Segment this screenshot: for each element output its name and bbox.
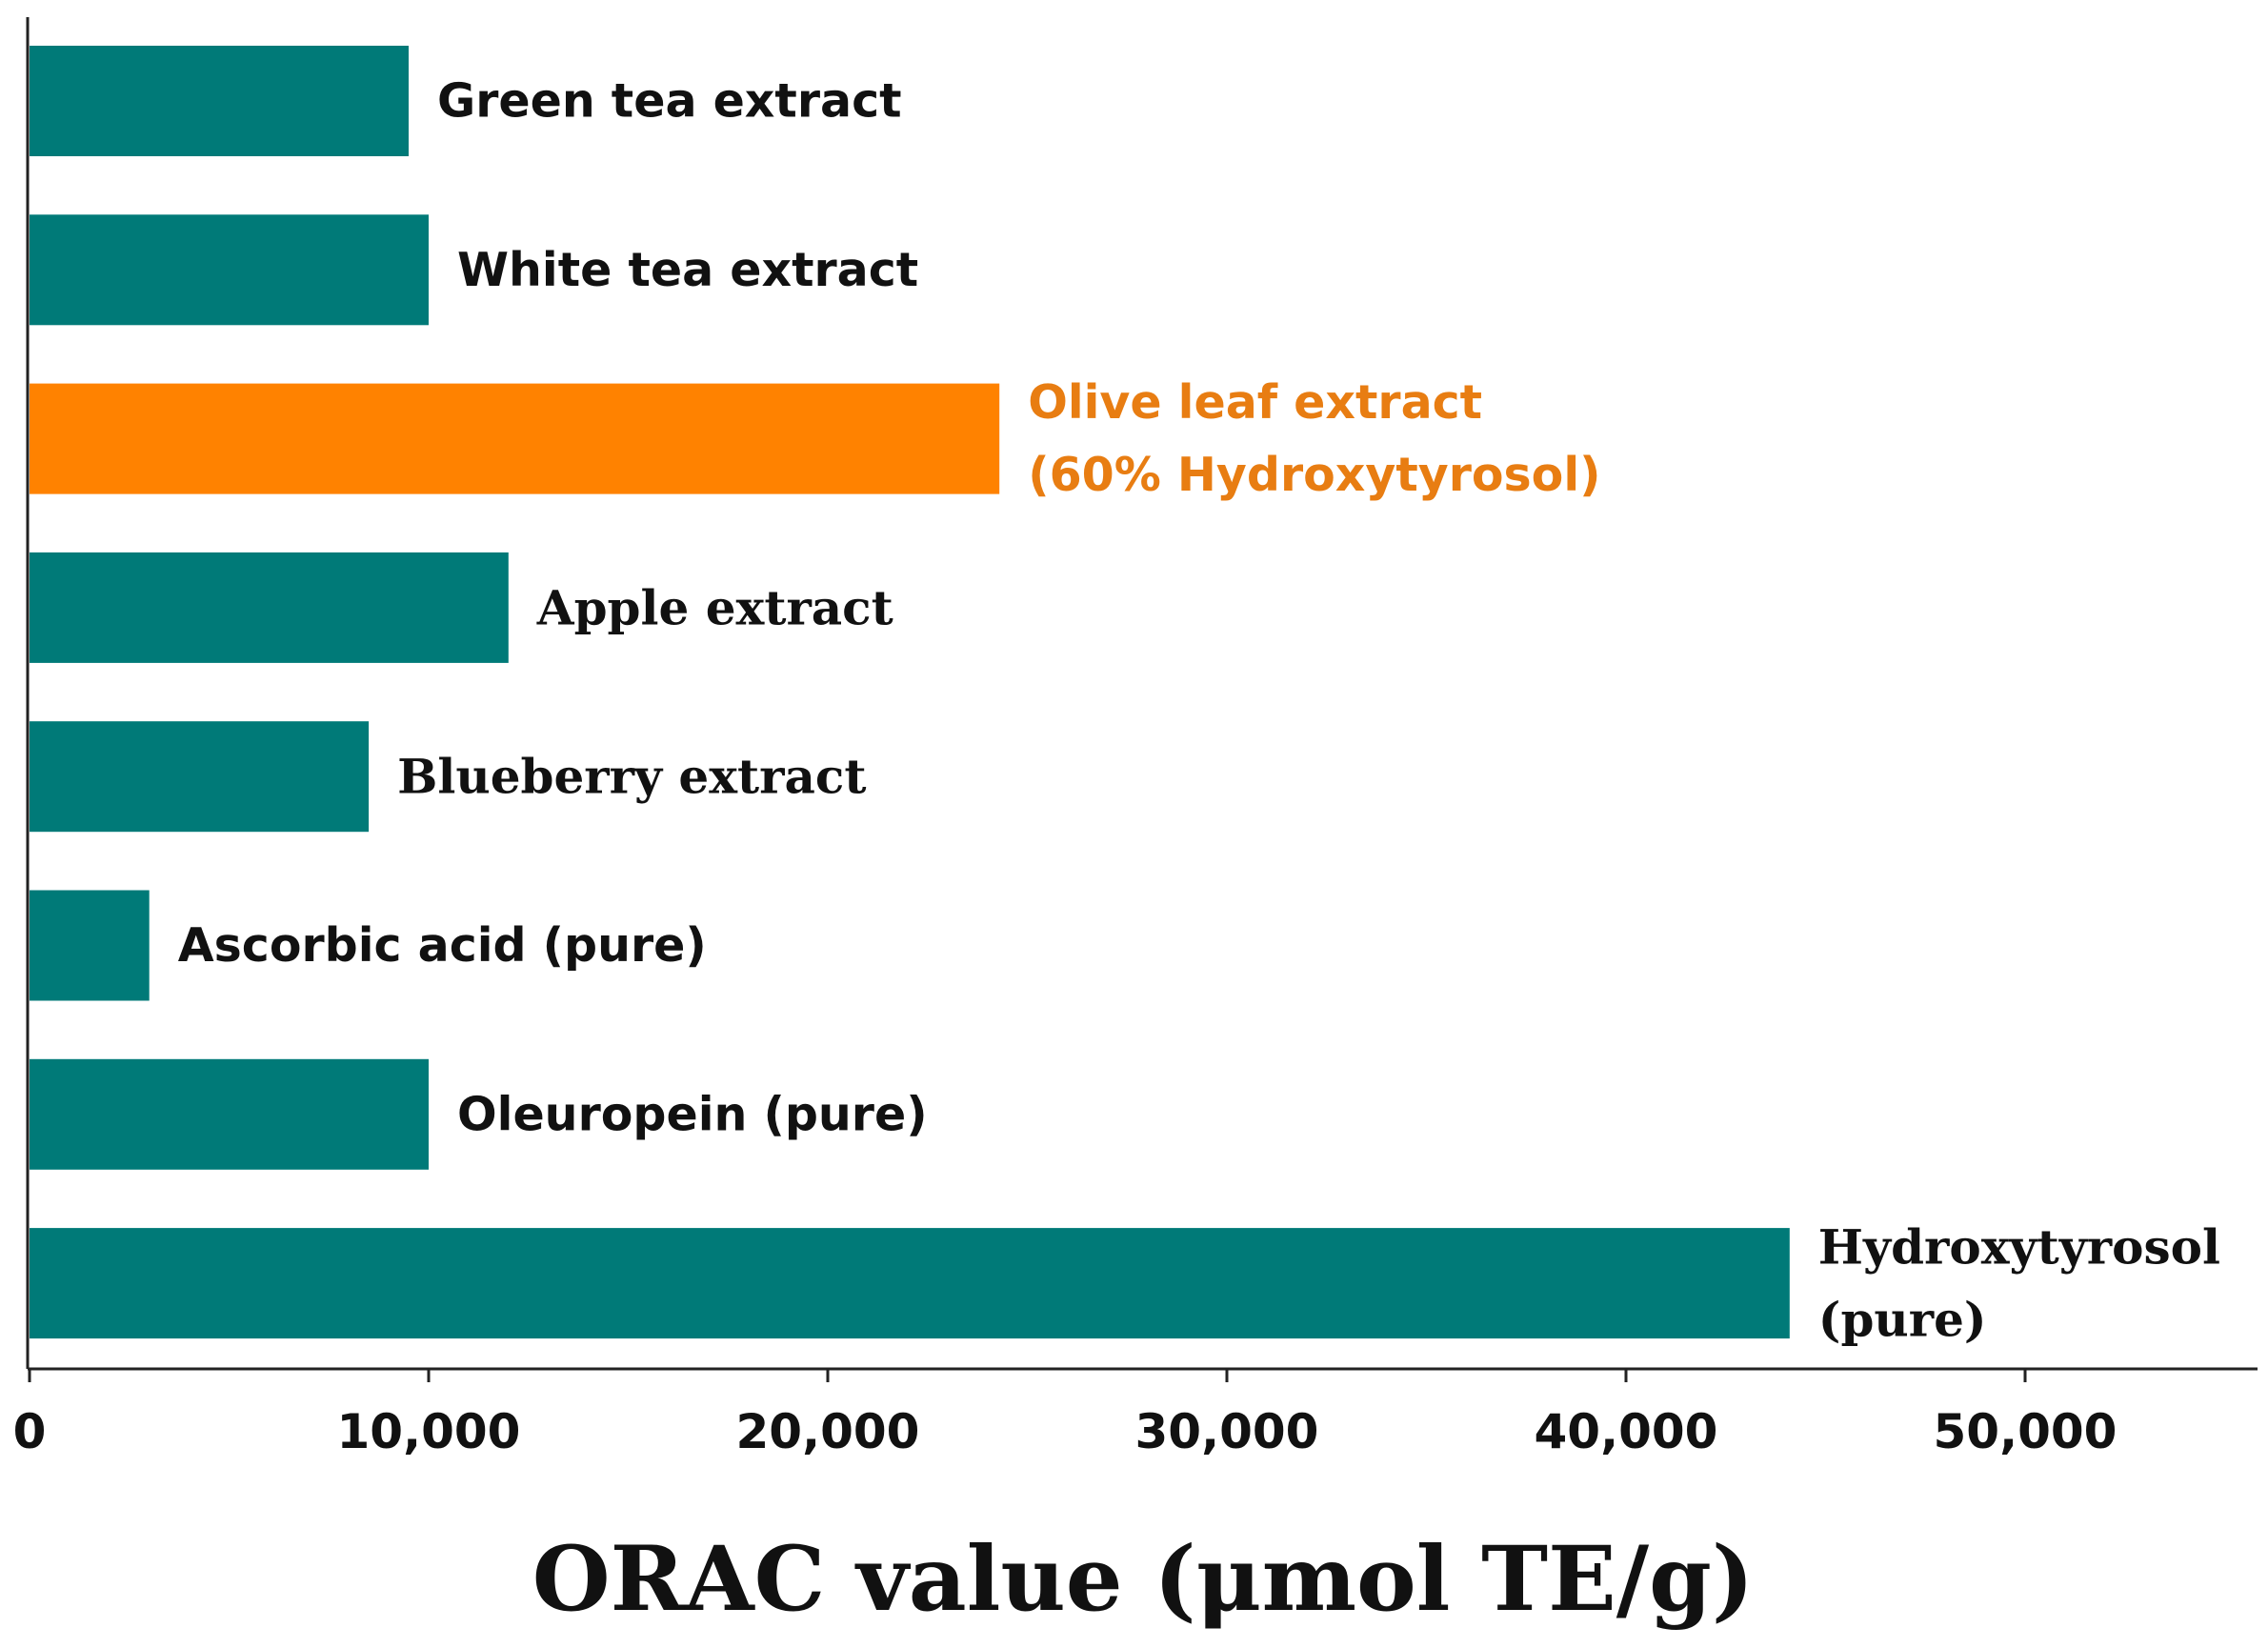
bar-label-2: White tea extract	[457, 243, 918, 297]
bar-label-1: Green tea extract	[437, 74, 902, 129]
bar-1	[30, 46, 409, 156]
x-axis-title: ORAC value (μmol TE/g)	[532, 1527, 1755, 1632]
bar-label-line: Blueberry extract	[397, 749, 866, 805]
bar-7	[30, 1058, 429, 1170]
x-tick-label-5: 50,000	[1934, 1404, 2117, 1459]
bar-8	[30, 1228, 1790, 1339]
bar-4	[30, 552, 509, 663]
bar-label-5: Blueberry extract	[397, 749, 866, 805]
bar-label-6: Ascorbic acid (pure)	[178, 918, 707, 973]
bar-label-4: Apple extract	[536, 579, 893, 635]
bar-3	[30, 383, 1000, 494]
bar-label-line: (pure)	[1818, 1292, 1987, 1348]
bar-label-3: Olive leaf extract (60% Hydroxytyrosol)	[1028, 375, 1600, 502]
x-tick-label-0: 0	[13, 1404, 47, 1459]
bar-5	[30, 721, 370, 833]
bar-label-line: White tea extract	[457, 243, 918, 297]
bar-label-7: Oleuropein (pure)	[457, 1087, 928, 1141]
x-tick-label-4: 40,000	[1535, 1404, 1718, 1459]
bar-label-line: Olive leaf extract	[1028, 375, 1482, 430]
bar-label-line: Ascorbic acid (pure)	[178, 918, 707, 973]
bar-label-8: Hydroxytyrosol (pure)	[1818, 1219, 2220, 1348]
bar-6	[30, 890, 150, 1001]
bar-label-line: (60% Hydroxytyrosol)	[1028, 448, 1600, 502]
bar-label-line: Green tea extract	[437, 74, 902, 129]
x-tick-label-1: 10,000	[337, 1404, 521, 1459]
x-tick-label-3: 30,000	[1135, 1404, 1319, 1459]
bar-label-line: Apple extract	[536, 579, 893, 635]
bar-2	[30, 214, 429, 326]
bar-label-line: Hydroxytyrosol	[1818, 1219, 2220, 1276]
bar-label-line: Oleuropein (pure)	[457, 1087, 928, 1141]
x-tick-label-2: 20,000	[736, 1404, 920, 1459]
